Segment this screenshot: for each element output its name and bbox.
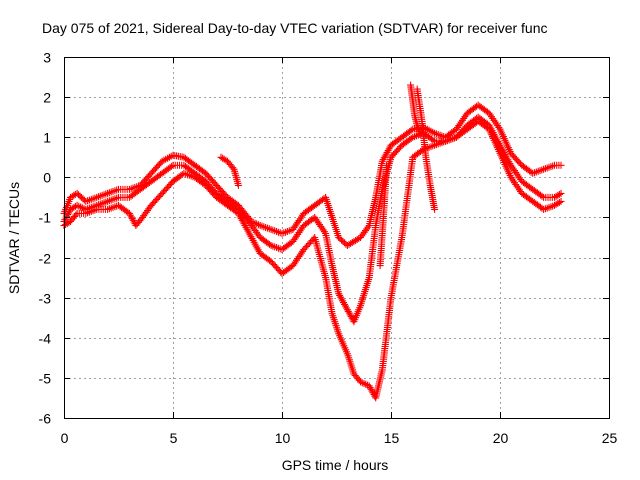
y-tick-label: -5 [39, 371, 52, 387]
x-axis-label: GPS time / hours [282, 457, 389, 473]
plus-markers [60, 117, 565, 402]
data-series [60, 81, 565, 402]
plus-markers [60, 113, 565, 326]
plot-frame [64, 57, 610, 419]
x-tick-label: 25 [602, 430, 618, 446]
y-tick-label: -1 [39, 210, 52, 226]
y-tick-label: 2 [43, 90, 51, 106]
series-fragment-4 [407, 81, 423, 137]
y-tick-label: 0 [43, 170, 51, 186]
series-fragment-1 [413, 85, 439, 213]
y-tick-label: 3 [43, 50, 51, 66]
y-tick-label: -6 [39, 411, 52, 427]
series-fragment-3 [376, 161, 391, 270]
x-tick-label: 20 [493, 430, 509, 446]
y-tick-label: -4 [39, 331, 52, 347]
chart-title: Day 075 of 2021, Sidereal Day-to-day VTE… [42, 20, 548, 36]
plus-markers [413, 85, 439, 213]
x-tick-label: 10 [275, 430, 291, 446]
y-tick-labels: -6 -5 -4 -3 -2 -1 0 1 2 3 [39, 50, 52, 427]
series-track-c [60, 117, 565, 402]
y-tick-label: -3 [39, 291, 52, 307]
y-axis-label: SDTVAR / TECUs [6, 182, 22, 294]
series-track-b [60, 113, 565, 326]
series-fragment-2 [217, 153, 242, 189]
x-tick-label: 15 [384, 430, 400, 446]
x-tick-labels: 0 5 10 15 20 25 [61, 430, 618, 446]
plus-markers [217, 153, 242, 189]
x-tick-label: 5 [170, 430, 178, 446]
x-tick-label: 0 [61, 430, 69, 446]
y-tick-label: -2 [39, 251, 52, 267]
axis-ticks [64, 57, 610, 419]
y-tick-label: 1 [43, 130, 51, 146]
